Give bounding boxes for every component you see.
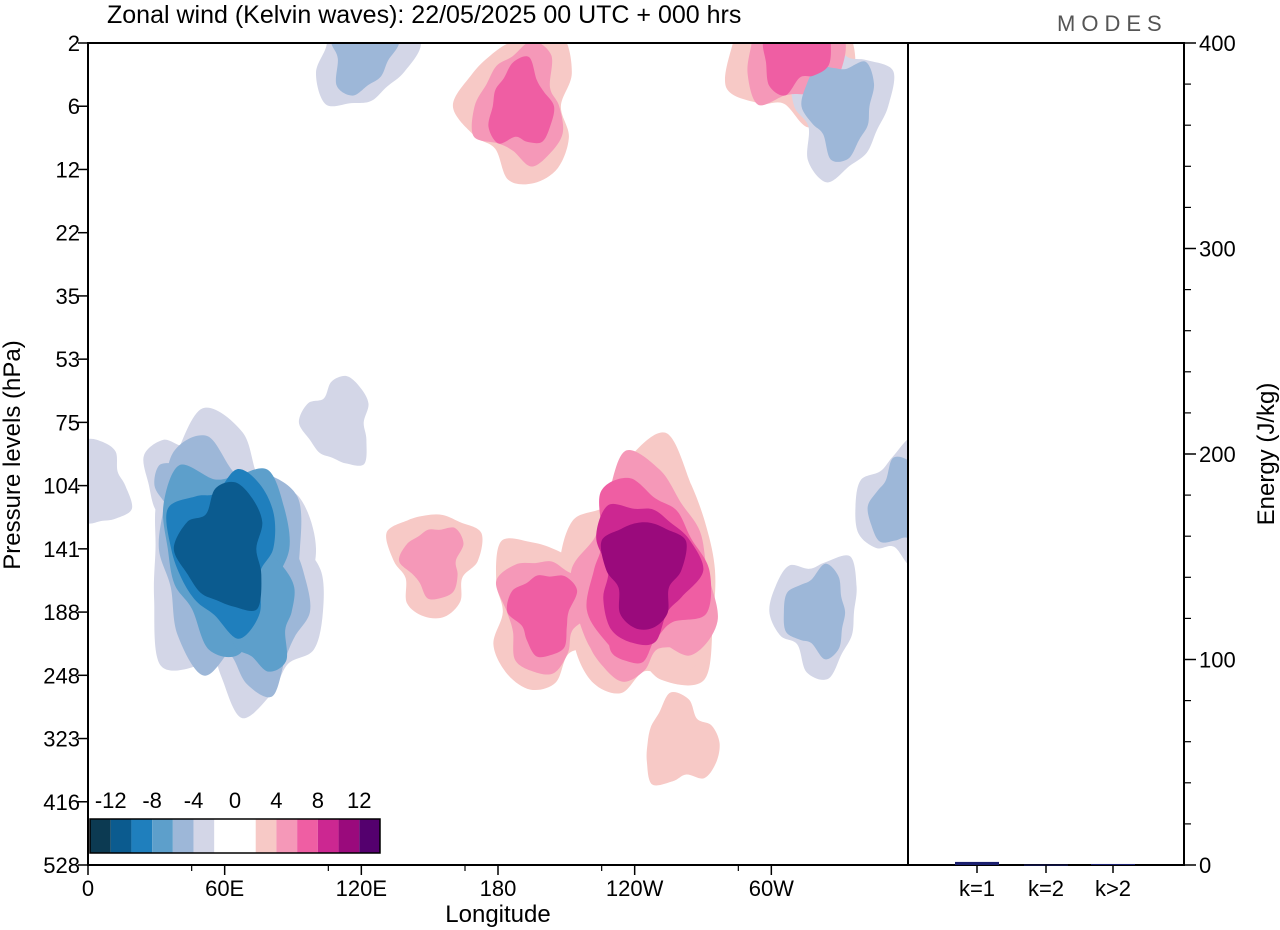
westerly-contour xyxy=(762,43,831,96)
energy-bar xyxy=(955,861,999,865)
y-tick-label: 188 xyxy=(43,600,80,625)
colorbar-swatch xyxy=(214,819,235,853)
energy-category-label: k>2 xyxy=(1095,876,1131,901)
energy-tick-label: 100 xyxy=(1199,648,1236,673)
y-tick-label: 6 xyxy=(68,94,80,119)
x-tick-label: 60E xyxy=(205,876,244,901)
y-tick-label: 416 xyxy=(43,790,80,815)
energy-tick-label: 200 xyxy=(1199,442,1236,467)
westerly-contour xyxy=(600,522,687,630)
easterly-contour xyxy=(298,375,369,466)
colorbar-frame xyxy=(89,818,381,854)
y-tick-label: 323 xyxy=(43,727,80,752)
energy-category-label: k=1 xyxy=(959,876,995,901)
energy-tick-label: 400 xyxy=(1199,31,1236,56)
colorbar-swatch xyxy=(235,819,256,853)
energy-bar xyxy=(1091,863,1135,865)
colorbar-tick-label: -8 xyxy=(142,788,162,813)
easterly-contour xyxy=(801,61,875,162)
x-tick-label: 0 xyxy=(82,876,94,901)
energy-axis-label: Energy (J/kg) xyxy=(1253,383,1280,526)
y-tick-label: 2 xyxy=(68,31,80,56)
colorbar xyxy=(89,818,381,854)
x-tick-label: 60W xyxy=(749,876,794,901)
colorbar-tick-label: 0 xyxy=(229,788,241,813)
colorbar-swatch xyxy=(276,819,298,853)
colorbar-tick-label: -4 xyxy=(184,788,204,813)
y-tick-label: 53 xyxy=(56,347,80,372)
easterly-contour xyxy=(331,43,400,96)
x-tick-label: 120W xyxy=(606,876,664,901)
y-tick-label: 528 xyxy=(43,853,80,878)
y-tick-label: 35 xyxy=(56,284,80,309)
colorbar-tick-label: 8 xyxy=(312,788,324,813)
x-tick-label: 180 xyxy=(480,876,517,901)
y-axis: 2 6 12 22 35 53 75 104 141 188 248 323 416 528 xyxy=(43,31,88,878)
easterly-contour xyxy=(867,456,908,543)
colorbar-tick-label: -12 xyxy=(95,788,127,813)
westerly-contour xyxy=(506,575,578,658)
colorbar-swatch xyxy=(131,819,153,853)
colorbar-swatch xyxy=(255,819,277,853)
y-tick-label: 141 xyxy=(43,537,80,562)
y-tick-label: 12 xyxy=(56,157,80,182)
modes-logo: MODES xyxy=(1057,11,1168,36)
y-tick-label: 248 xyxy=(43,663,80,688)
energy-tick-label: 300 xyxy=(1199,237,1236,262)
colorbar-tick-label: 12 xyxy=(347,788,371,813)
colorbar-swatch xyxy=(152,819,173,853)
energy-category-label: k=2 xyxy=(1028,876,1064,901)
colorbar-tick-label: 4 xyxy=(270,788,282,813)
energy-panel-frame xyxy=(907,42,1185,866)
energy-categories: k=1 k=2 k>2 xyxy=(959,865,1131,901)
colorbar-swatch xyxy=(338,819,360,853)
colorbar-swatch xyxy=(317,819,339,853)
colorbar-swatch xyxy=(193,819,215,853)
colorbar-swatch xyxy=(110,819,132,853)
easterly-contour xyxy=(173,481,263,612)
y-tick-label: 75 xyxy=(56,410,80,435)
y-tick-label: 22 xyxy=(56,221,80,246)
chart-title: Zonal wind (Kelvin waves): 22/05/2025 00… xyxy=(107,1,741,29)
colorbar-labels: -12 -8 -4 0 4 8 12 xyxy=(95,788,372,813)
y-tick-label: 104 xyxy=(43,474,80,499)
energy-axis: 0 100 200 300 400 xyxy=(1184,31,1236,878)
x-axis-label: Longitude xyxy=(445,901,550,928)
westerly-contour xyxy=(398,527,464,600)
colorbar-swatch xyxy=(172,819,194,853)
westerly-contour xyxy=(488,56,555,144)
energy-tick-label: 0 xyxy=(1199,853,1211,878)
colorbar-swatch xyxy=(297,819,318,853)
x-tick-label: 120E xyxy=(336,876,387,901)
y-axis-label: Pressure levels (hPa) xyxy=(0,340,26,569)
colorbar-swatch xyxy=(359,819,380,853)
easterly-contour xyxy=(88,438,133,524)
colorbar-swatch xyxy=(90,819,111,853)
contour-field xyxy=(88,43,908,786)
easterly-contour xyxy=(783,563,846,660)
westerly-contour xyxy=(646,692,720,786)
x-axis: 0 60E 120E 180 120W 60W xyxy=(82,865,794,901)
